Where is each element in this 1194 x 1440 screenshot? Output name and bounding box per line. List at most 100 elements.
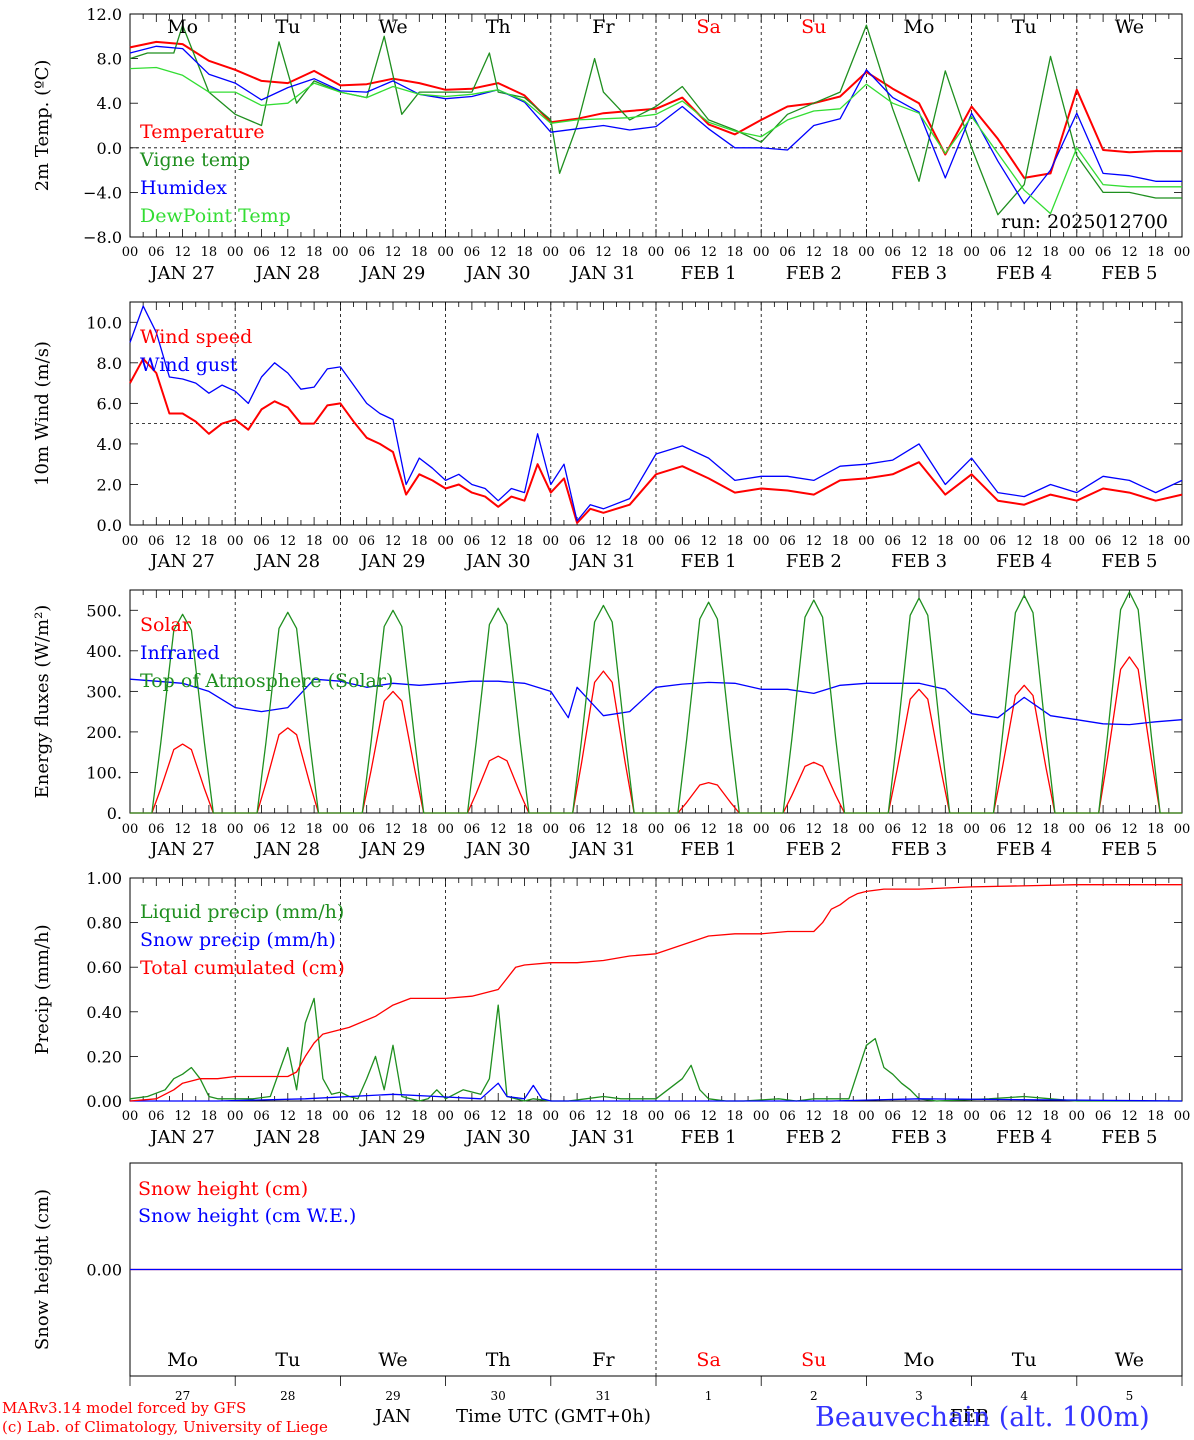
chart-panel-3: 00 06 12 18 JAN 27 00 06 12 18 JAN 28 00 06 12 18 JAN …: [32, 589, 1191, 860]
weekday-label: Mo: [167, 1349, 198, 1371]
date-label: FEB 4: [996, 839, 1052, 860]
y-tick-label: 0.20: [86, 1047, 122, 1066]
hour-tick-label: 12: [490, 534, 507, 549]
hour-tick-label: 00: [753, 1109, 770, 1124]
hour-tick-label: 18: [516, 822, 533, 837]
hour-tick-label: 06: [464, 1109, 481, 1124]
hour-tick-label: 18: [516, 1109, 533, 1124]
hour-tick-label: 00: [122, 245, 139, 260]
hour-tick-label: 00: [1174, 822, 1191, 837]
hour-tick-label: 06: [884, 822, 901, 837]
hour-tick-label: 00: [543, 534, 560, 549]
day-number-label: 2: [810, 1389, 818, 1403]
legend-entry: Liquid precip (mm/h): [140, 901, 344, 923]
date-label: FEB 5: [1101, 1127, 1157, 1148]
weekday-label: Tu: [1012, 16, 1037, 38]
day-number-label: 30: [491, 1389, 506, 1403]
hour-tick-label: 06: [1095, 822, 1112, 837]
hour-tick-label: 12: [280, 1109, 297, 1124]
hour-tick-label: 00: [332, 822, 349, 837]
legend-entry: Snow height (cm W.E.): [138, 1205, 356, 1227]
hour-tick-label: 18: [727, 245, 744, 260]
hour-tick-label: 06: [358, 1109, 375, 1124]
hour-tick-label: 18: [621, 1109, 638, 1124]
hour-tick-label: 12: [490, 822, 507, 837]
chart-panel-2: 00 06 12 18 JAN 27 00 06 12 18 JAN 28 00 06 12 18 JAN …: [32, 301, 1191, 572]
hour-tick-label: 12: [174, 245, 191, 260]
plot-frame: [129, 301, 1183, 526]
date-label: JAN 31: [569, 1127, 636, 1148]
legend-entry: Vigne temp: [139, 149, 250, 171]
hour-tick-label: 18: [1147, 822, 1164, 837]
hour-tick-label: 06: [990, 1109, 1007, 1124]
hour-tick-label: 06: [674, 245, 691, 260]
hour-tick-label: 06: [148, 822, 165, 837]
series-line-temperature: [129, 40, 1182, 179]
date-label: FEB 3: [891, 551, 947, 572]
series-line-liquid-precip-mm-h-: [129, 997, 1182, 1102]
hour-tick-label: 18: [1042, 534, 1059, 549]
hour-tick-label: 18: [832, 245, 849, 260]
date-label: FEB 2: [786, 1127, 842, 1148]
hour-tick-label: 18: [1147, 1109, 1164, 1124]
y-tick-label: 400.: [86, 642, 122, 661]
y-tick-label: 8.0: [97, 50, 122, 69]
y-tick-label: 0.0: [97, 516, 122, 535]
date-label: FEB 4: [996, 263, 1052, 284]
series-line-wind-speed: [129, 357, 1183, 524]
hour-tick-label: 00: [437, 534, 454, 549]
date-label: FEB 1: [681, 839, 737, 860]
weekday-label: Tu: [1012, 1349, 1037, 1371]
date-label: JAN 30: [464, 551, 531, 572]
date-label: FEB 3: [891, 1127, 947, 1148]
chart-panel-4: 00 06 12 18 JAN 27 00 06 12 18 JAN 28 00 06 12 18 JAN …: [32, 869, 1190, 1148]
date-label: JAN 30: [464, 1127, 531, 1148]
y-tick-label: −8.0: [83, 228, 122, 247]
hour-tick-label: 06: [569, 822, 586, 837]
weekday-label: Fr: [592, 16, 615, 38]
hour-tick-label: 06: [990, 534, 1007, 549]
hour-tick-label: 06: [148, 245, 165, 260]
hour-tick-label: 06: [674, 822, 691, 837]
day-number-label: 4: [1020, 1389, 1028, 1403]
date-label: JAN 30: [464, 839, 531, 860]
date-label: JAN 31: [569, 839, 636, 860]
y-axis-label: Precip (mm/h): [32, 924, 53, 1054]
date-label: FEB 2: [786, 839, 842, 860]
weekday-label: Fr: [592, 1349, 615, 1371]
date-label: FEB 3: [891, 839, 947, 860]
hour-tick-label: 18: [306, 822, 323, 837]
hour-tick-label: 18: [516, 245, 533, 260]
hour-tick-label: 00: [1174, 1109, 1191, 1124]
hour-tick-label: 12: [280, 245, 297, 260]
legend-entry: Wind gust: [140, 354, 238, 376]
hour-tick-label: 06: [990, 822, 1007, 837]
hour-tick-label: 12: [1016, 822, 1033, 837]
y-tick-label: 0.80: [86, 914, 122, 933]
hour-tick-label: 00: [543, 1109, 560, 1124]
hour-tick-label: 12: [1121, 245, 1138, 260]
hour-tick-label: 18: [411, 534, 428, 549]
date-label: JAN 29: [359, 551, 426, 572]
hour-tick-label: 12: [595, 534, 612, 549]
hour-tick-label: 00: [1174, 534, 1191, 549]
date-label: JAN 29: [359, 839, 426, 860]
hour-tick-label: 18: [306, 245, 323, 260]
hour-tick-label: 12: [385, 245, 402, 260]
y-axis-label: Energy fluxes (W/m²): [32, 605, 53, 799]
hour-tick-label: 12: [174, 1109, 191, 1124]
hour-tick-label: 18: [621, 245, 638, 260]
hour-tick-label: 18: [411, 1109, 428, 1124]
date-label: JAN 28: [254, 1127, 321, 1148]
hour-tick-label: 12: [595, 245, 612, 260]
month-left-label: JAN: [375, 1406, 411, 1427]
y-tick-label: 10.0: [86, 313, 122, 332]
hour-tick-label: 12: [1016, 1109, 1033, 1124]
day-number-label: 1: [705, 1389, 713, 1403]
hour-tick-label: 12: [806, 1109, 823, 1124]
hour-tick-label: 18: [937, 534, 954, 549]
hour-tick-label: 12: [595, 1109, 612, 1124]
hour-tick-label: 00: [543, 822, 560, 837]
date-label: FEB 5: [1101, 839, 1157, 860]
